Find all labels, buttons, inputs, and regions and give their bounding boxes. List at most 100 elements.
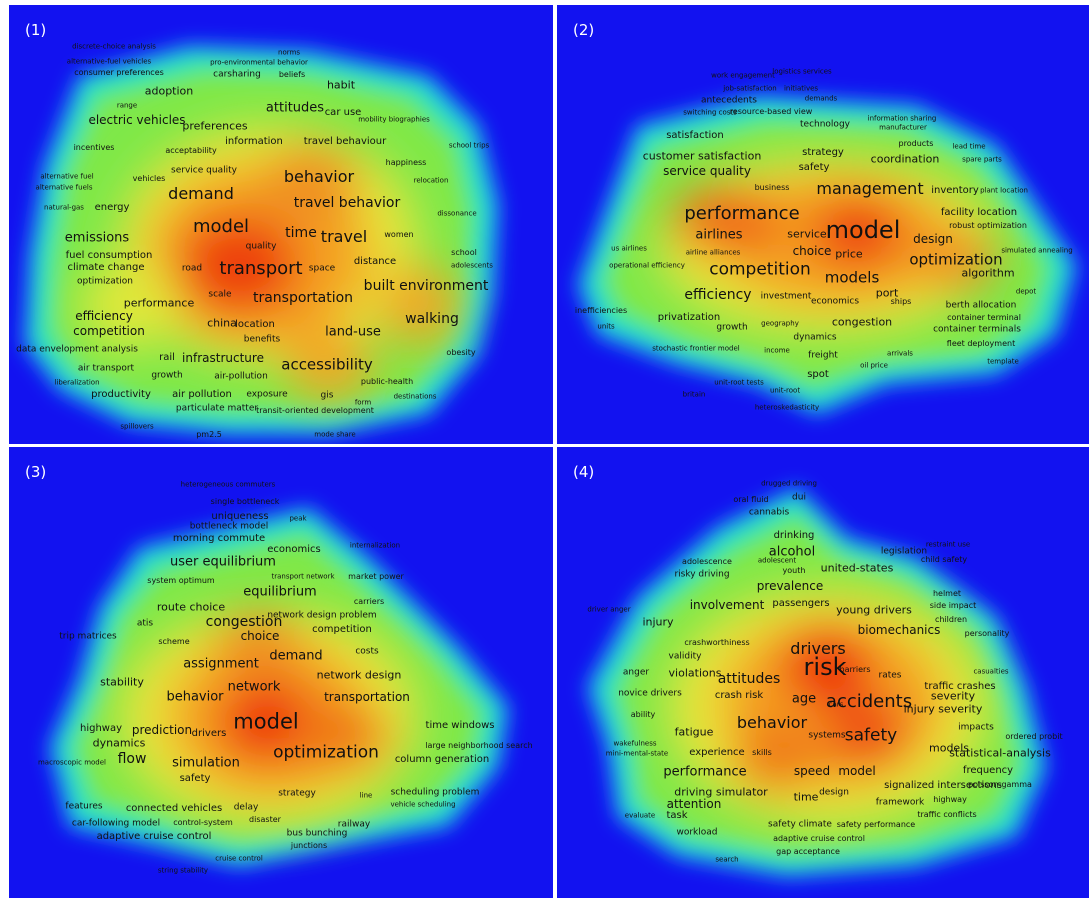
keyword: dynamics <box>92 736 146 750</box>
keyword: range <box>116 101 138 110</box>
density-heat-3 <box>49 507 509 867</box>
keyword: heteroskedasticity <box>754 403 820 412</box>
keyword: competition <box>709 259 811 280</box>
panel-label: (1) <box>25 21 47 39</box>
keyword: job-satisfaction <box>723 84 777 93</box>
keyword: biomechanics <box>857 623 941 637</box>
keyword: united-states <box>820 561 894 575</box>
keyword: mobility biographies <box>358 115 430 124</box>
keyword: optimization <box>909 250 1003 269</box>
keyword: time windows <box>425 720 495 731</box>
keyword: railway <box>337 819 371 830</box>
keyword: relocation <box>413 176 449 185</box>
keyword: trip matrices <box>59 631 117 642</box>
keyword: land-use <box>325 324 381 340</box>
keyword: search <box>715 855 739 864</box>
keyword: arrivals <box>887 349 913 358</box>
keyword: features <box>65 801 103 812</box>
keyword: air transport <box>77 363 135 374</box>
keyword: container terminal <box>947 313 1021 322</box>
keyword: alternative fuel <box>40 172 94 181</box>
keyword: investment <box>760 291 812 302</box>
keyword: age <box>791 691 817 707</box>
keyword: behavior <box>166 689 224 705</box>
keyword: fatigue <box>674 725 714 739</box>
keyword: climate change <box>67 262 145 273</box>
panel-label: (3) <box>25 463 47 481</box>
keyword: models <box>929 741 969 755</box>
keyword: manufacturer <box>879 123 927 132</box>
keyword: infrastructure <box>182 351 264 365</box>
keyword: car use <box>324 107 362 118</box>
keyword: efficiency <box>684 287 752 303</box>
keyword: rail <box>159 352 175 363</box>
keyword: adolescent <box>757 556 797 565</box>
keyword: britain <box>682 390 706 399</box>
keyword: efficiency <box>75 309 133 323</box>
keyword: statistical-analysis <box>949 746 1051 760</box>
keyword: stability <box>100 675 144 689</box>
keyword: equilibrium <box>243 584 317 600</box>
keyword: choice <box>240 629 280 643</box>
keyword: framework <box>875 797 925 808</box>
keyword: congestion <box>831 315 893 329</box>
keyword: demand <box>168 184 234 203</box>
keyword: data envelopment analysis <box>16 344 138 355</box>
keyword: facility location <box>940 207 1018 218</box>
keyword: particulate matter <box>175 403 259 414</box>
keyword: switching costs <box>683 108 737 117</box>
keyword: scheduling problem <box>390 787 480 798</box>
keyword: stochastic frontier model <box>652 344 740 353</box>
keyword: impacts <box>958 722 994 733</box>
keyword: attention <box>666 797 722 811</box>
keyword: crash risk <box>714 690 764 701</box>
keyword: performance <box>123 296 195 310</box>
density-panel-2: (2) logistics services work engagement j… <box>557 5 1089 444</box>
keyword: connected vehicles <box>125 803 223 814</box>
keyword: barriers <box>839 665 871 674</box>
keyword: spot <box>807 369 829 380</box>
keyword: time <box>285 225 317 241</box>
keyword: safety <box>179 773 211 784</box>
keyword: location <box>235 319 275 330</box>
keyword: exposure <box>246 389 288 400</box>
keyword: bottleneck model <box>189 521 269 532</box>
keyword: severity <box>930 689 976 703</box>
keyword: operational efficiency <box>609 261 685 270</box>
keyword: performance <box>684 203 800 224</box>
keyword: rates <box>878 670 902 681</box>
keyword: transportation <box>324 690 410 704</box>
keyword: choice <box>792 244 832 258</box>
keyword: inventory <box>931 185 979 196</box>
keyword: driver anger <box>587 605 631 614</box>
keyword: design <box>913 232 953 246</box>
keyword: travel behavior <box>293 195 401 211</box>
keyword: heterogeneous commuters <box>180 480 276 489</box>
keyword: plant location <box>980 186 1028 195</box>
keyword: children <box>934 615 968 624</box>
keyword: berth allocation <box>945 300 1017 311</box>
keyword: oil price <box>860 361 888 370</box>
keyword: growth <box>716 322 748 333</box>
keyword: income <box>764 346 790 355</box>
keyword: mini-mental-state <box>605 749 669 758</box>
keyword: adolescents <box>451 261 493 270</box>
keyword: simulation <box>172 755 240 771</box>
keyword: safety <box>844 725 898 746</box>
keyword: car-following model <box>71 818 161 829</box>
keyword: model <box>233 709 299 734</box>
keyword: transport network <box>271 572 335 581</box>
keyword: information sharing <box>867 114 937 123</box>
keyword: privatization <box>657 312 721 323</box>
keyword: pro-environmental behavior <box>210 58 308 67</box>
keyword: school <box>451 248 477 257</box>
keyword: accessibility <box>281 355 373 374</box>
keyword: alternative fuels <box>35 183 93 192</box>
keyword: fleet deployment <box>946 339 1016 348</box>
keyword: crashworthiness <box>684 638 750 647</box>
keyword: junctions <box>290 841 328 850</box>
keyword: form <box>354 398 372 407</box>
keyword: morning commute <box>172 533 266 544</box>
keyword: dynamics <box>793 332 837 343</box>
